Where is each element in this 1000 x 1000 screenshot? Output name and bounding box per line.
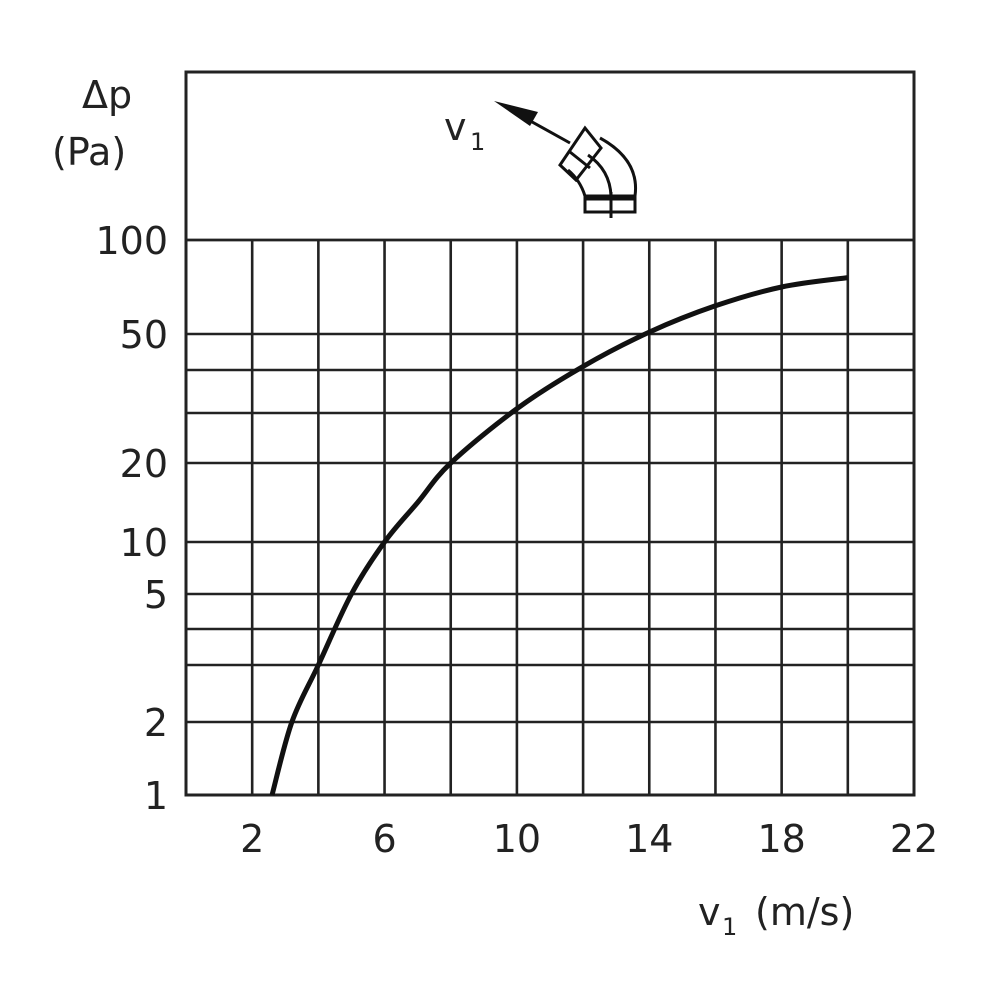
flow-velocity-label: v [444,105,467,149]
x-tick-label: 10 [493,817,541,861]
y-tick-label: 50 [120,313,168,357]
y-tick-label: 5 [144,573,168,617]
tick-labels: 2 6 10 14 18 22 1 2 5 10 20 50 100 [95,219,938,861]
y-tick-label: 10 [120,521,168,565]
elbow-fitting-icon: v 1 [444,101,638,218]
duct-elbow-icon [558,125,638,218]
plot-frame [184,70,916,797]
x-axis-label-symbol: v [698,890,721,934]
x-tick-label: 6 [372,817,396,861]
y-tick-label: 100 [95,219,168,263]
x-tick-label: 14 [625,817,673,861]
y-tick-label: 20 [120,442,168,486]
y-tick-label: 2 [144,701,168,745]
x-tick-label: 18 [757,817,805,861]
y-axis-label-unit: (Pa) [52,130,126,174]
x-tick-label: 2 [240,817,264,861]
flow-arrow-icon [494,101,571,145]
x-axis-label-subscript: 1 [722,913,737,941]
y-axis-label-symbol: Δp [82,73,132,117]
flow-velocity-subscript: 1 [470,128,485,156]
y-tick-label: 1 [144,774,168,818]
x-axis-label: v 1 (m/s) [698,890,854,941]
series-curve [269,275,849,796]
x-tick-label: 22 [890,817,938,861]
x-axis-label-unit: (m/s) [755,890,854,934]
